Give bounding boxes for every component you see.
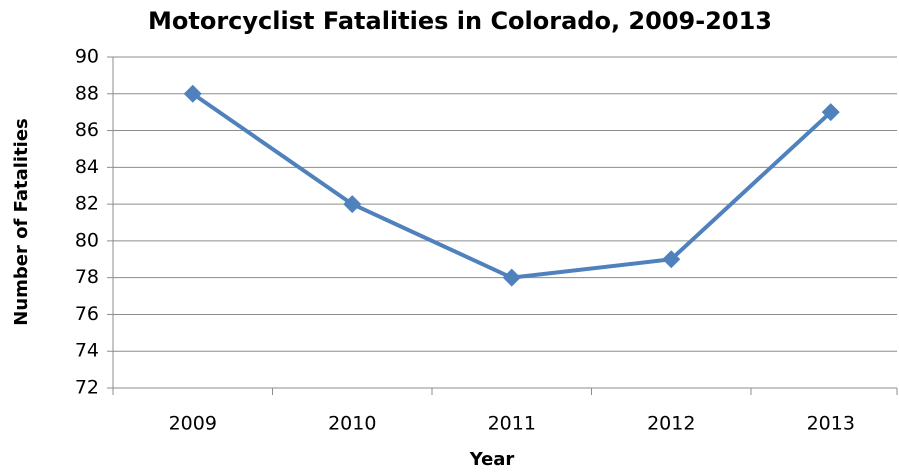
- y-tick-label: 76: [75, 303, 99, 325]
- y-tick-label: 72: [75, 377, 99, 399]
- chart-title: Motorcyclist Fatalities in Colorado, 200…: [148, 7, 772, 35]
- x-tick-label: 2011: [488, 413, 536, 435]
- data-point: [343, 195, 362, 214]
- y-tick-label: 82: [75, 193, 99, 215]
- y-tick-label: 86: [75, 119, 99, 141]
- data-point: [662, 250, 681, 269]
- y-tick-label: 90: [75, 46, 99, 68]
- y-tick-label: 84: [75, 156, 99, 178]
- y-tick-label: 80: [75, 229, 99, 251]
- y-tick-label: 78: [75, 266, 99, 288]
- data-point: [183, 84, 202, 103]
- x-tick-label: 2010: [328, 413, 376, 435]
- x-tick-label: 2013: [807, 413, 855, 435]
- x-axis-title: Year: [469, 449, 515, 470]
- data-line: [191, 92, 833, 280]
- y-tick-label: 74: [75, 340, 99, 362]
- x-tick-label: 2012: [647, 413, 695, 435]
- y-axis-title: Number of Fatalities: [11, 118, 32, 326]
- data-point: [821, 103, 840, 122]
- x-tick-label: 2009: [169, 413, 217, 435]
- y-tick-label: 88: [75, 82, 99, 104]
- data-point: [502, 268, 521, 287]
